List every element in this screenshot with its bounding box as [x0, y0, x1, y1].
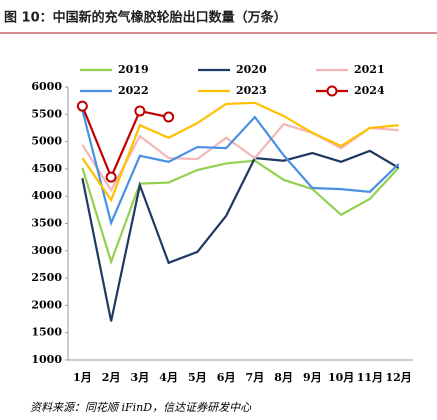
point	[134, 105, 146, 117]
x-tick-label: 3月	[131, 371, 150, 384]
series-line	[81, 101, 399, 203]
series-line	[81, 122, 399, 193]
x-tick-label: 5月	[188, 371, 207, 384]
y-tick-label: 3500	[31, 217, 62, 230]
x-tick-label: 11月	[357, 371, 383, 384]
source-note: 资料来源：同花顺 iFinD，信达证券研发中心	[30, 401, 252, 414]
x-tick-label: 1月	[73, 371, 92, 384]
x-tick-label: 6月	[217, 371, 236, 384]
legend-label: 2021	[354, 63, 385, 76]
y-tick-label: 3000	[31, 244, 62, 257]
x-tick-label: 10月	[328, 371, 354, 384]
x-tick-label: 8月	[274, 371, 293, 384]
y-tick-label: 5000	[31, 135, 62, 148]
point	[76, 100, 88, 112]
x-tick-label: 12月	[385, 371, 411, 384]
legend-marker	[326, 85, 338, 97]
y-tick-label: 1500	[31, 326, 62, 339]
y-tick-label: 5500	[31, 107, 62, 120]
legend-label: 2023	[236, 84, 267, 97]
legend-label: 2022	[118, 84, 149, 97]
chart-title: 图 10：中国新的充气橡胶轮胎出口数量（万条）	[4, 10, 287, 26]
y-tick-label: 1000	[31, 353, 62, 366]
legend-label: 2019	[118, 63, 149, 76]
x-tick-label: 9月	[303, 371, 322, 384]
y-tick-label: 2500	[31, 271, 62, 284]
point	[105, 171, 117, 183]
series-line	[81, 159, 400, 266]
legend-label: 2024	[354, 84, 385, 97]
series-line	[81, 109, 400, 227]
x-tick-label: 2月	[102, 371, 121, 384]
x-tick-label: 4月	[159, 371, 178, 384]
series-line	[81, 149, 400, 322]
legend-label: 2020	[236, 63, 267, 76]
y-tick-label: 4500	[31, 162, 62, 175]
series-line	[81, 105, 169, 180]
y-tick-label: 6000	[31, 80, 62, 93]
x-tick-label: 7月	[246, 371, 265, 384]
point	[163, 111, 175, 123]
y-tick-label: 2000	[31, 298, 62, 311]
y-tick-label: 4000	[31, 189, 62, 202]
